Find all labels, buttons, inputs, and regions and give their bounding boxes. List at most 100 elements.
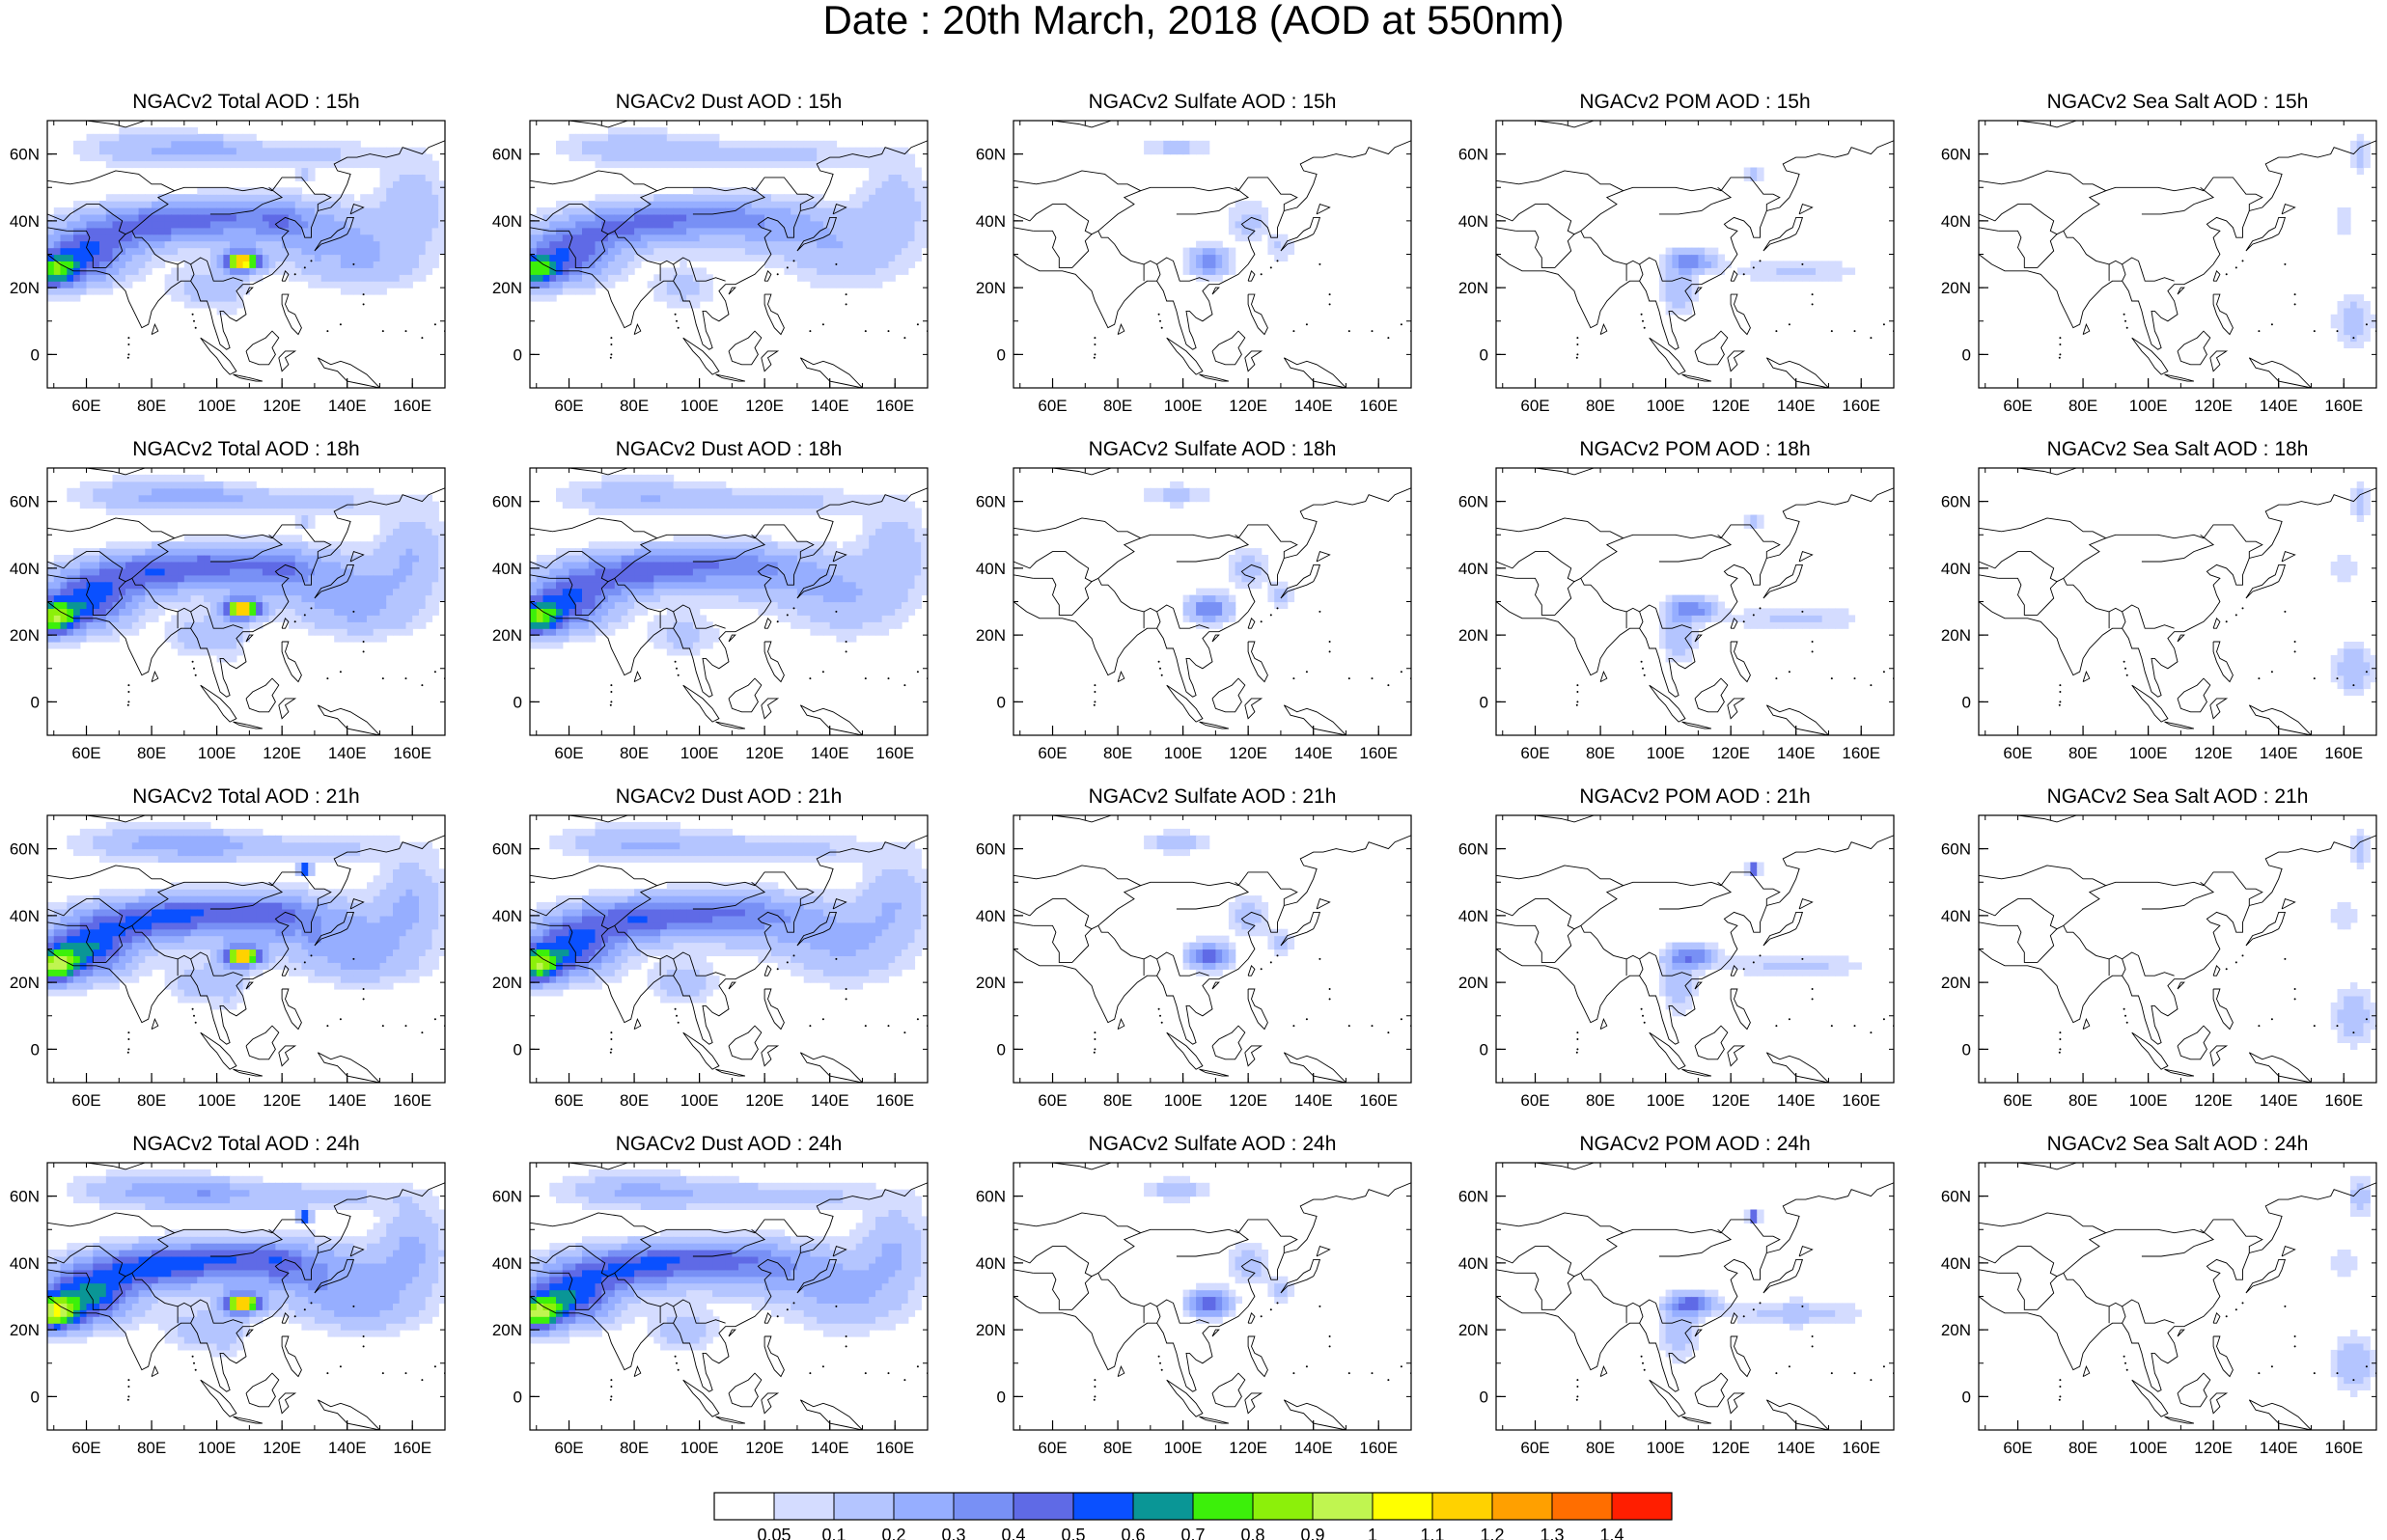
lon-tick-label: 100E xyxy=(198,744,236,762)
lon-tick-label: 60E xyxy=(2003,397,2032,415)
panel-title: NGACv2 Total AOD : 24h xyxy=(132,1133,359,1155)
lon-tick-label: 80E xyxy=(620,397,649,415)
panel-title: NGACv2 Sea Salt AOD : 21h xyxy=(2047,785,2309,808)
lon-tick-label: 80E xyxy=(620,1439,649,1457)
lon-tick-label: 160E xyxy=(2324,1439,2363,1457)
lat-tick-label: 60N xyxy=(1941,146,1971,164)
lon-tick-label: 140E xyxy=(811,1091,849,1110)
lat-tick-label: 60N xyxy=(492,1188,522,1206)
lat-tick-label: 0 xyxy=(31,345,40,364)
lon-tick-label: 160E xyxy=(1359,1439,1398,1457)
aod-field xyxy=(1979,1163,2376,1430)
lon-tick-label: 120E xyxy=(2194,744,2233,762)
lon-tick-label: 160E xyxy=(1359,397,1398,415)
lon-tick-label: 120E xyxy=(745,397,784,415)
lon-tick-label: 140E xyxy=(811,1439,849,1457)
panel-title: NGACv2 POM AOD : 21h xyxy=(1579,785,1810,808)
lat-tick-label: 20N xyxy=(1458,279,1488,297)
lat-tick-label: 0 xyxy=(1480,1388,1488,1406)
lon-tick-label: 160E xyxy=(1359,1091,1398,1110)
lat-tick-label: 60N xyxy=(492,493,522,511)
panel-title: NGACv2 Total AOD : 18h xyxy=(132,438,359,460)
lat-tick-label: 20N xyxy=(1941,974,1971,992)
lat-tick-label: 0 xyxy=(1480,693,1488,711)
coastline-outline xyxy=(1979,468,2376,735)
colorbar-label: 0.8 xyxy=(1240,1526,1264,1540)
lat-tick-label: 20N xyxy=(10,974,40,992)
lon-tick-label: 120E xyxy=(2194,397,2233,415)
colorbar-label: 1.1 xyxy=(1420,1526,1444,1540)
map-panel: NGACv2 Total AOD : 21h 60E 80E 100E 120E 140E… xyxy=(10,785,446,1110)
lon-tick-label: 140E xyxy=(328,397,367,415)
lon-tick-label: 100E xyxy=(1647,1091,1685,1110)
lon-tick-label: 100E xyxy=(680,397,719,415)
lon-tick-label: 60E xyxy=(71,744,100,762)
lat-tick-label: 40N xyxy=(1458,907,1488,925)
colorbar-label: 0.3 xyxy=(941,1526,965,1540)
colorbar-label: 0.05 xyxy=(757,1526,791,1540)
lon-tick-label: 160E xyxy=(1842,1091,1880,1110)
lat-tick-label: 20N xyxy=(10,279,40,297)
lat-tick-label: 0 xyxy=(997,1388,1006,1406)
colorbar-label: 0.1 xyxy=(821,1526,846,1540)
lat-tick-label: 40N xyxy=(10,212,40,231)
panel-frame xyxy=(1978,120,2377,389)
lon-tick-label: 160E xyxy=(2324,1091,2363,1110)
lon-tick-label: 120E xyxy=(263,1091,301,1110)
lat-tick-label: 0 xyxy=(31,1040,40,1059)
aod-field xyxy=(1013,1163,1411,1430)
lat-tick-label: 20N xyxy=(492,279,522,297)
coastline-outline xyxy=(1013,1163,1411,1430)
lon-tick-label: 160E xyxy=(875,1439,914,1457)
lon-tick-label: 60E xyxy=(1038,397,1067,415)
map-panel: NGACv2 Total AOD : 18h 60E 80E 100E 120E 140E… xyxy=(10,438,446,762)
lon-tick-label: 60E xyxy=(71,397,100,415)
lon-tick-label: 140E xyxy=(328,1439,367,1457)
panel-frame xyxy=(1978,467,2377,736)
coastline-outline xyxy=(530,468,928,735)
coastline-outline xyxy=(1496,1163,1894,1430)
map-panel: NGACv2 POM AOD : 21h 60E 80E 100E 120E 140E 16… xyxy=(1458,785,1895,1110)
map-panel: NGACv2 Sulfate AOD : 21h 60E 80E 100E 120E 14… xyxy=(976,785,1412,1110)
lon-tick-label: 140E xyxy=(811,744,849,762)
lon-tick-label: 140E xyxy=(1294,744,1333,762)
lon-tick-label: 120E xyxy=(1229,1439,1267,1457)
lon-tick-label: 60E xyxy=(554,1091,583,1110)
lon-tick-label: 120E xyxy=(263,1439,301,1457)
colorbar-label: 1.3 xyxy=(1540,1526,1564,1540)
panel-title: NGACv2 Sulfate AOD : 18h xyxy=(1089,438,1337,460)
lat-tick-label: 60N xyxy=(976,493,1006,511)
lat-tick-label: 60N xyxy=(1458,493,1488,511)
lon-tick-label: 80E xyxy=(2068,1091,2097,1110)
lat-tick-label: 60N xyxy=(976,146,1006,164)
lat-tick-label: 40N xyxy=(1941,1254,1971,1273)
lon-tick-label: 80E xyxy=(2068,397,2097,415)
lat-tick-label: 40N xyxy=(492,560,522,578)
lon-tick-label: 120E xyxy=(1711,1091,1750,1110)
map-panel: NGACv2 Sea Salt AOD : 24h 60E 80E 100E 120E 1… xyxy=(1941,1133,2377,1457)
figure-title: Date : 20th March, 2018 (AOD at 550nm) xyxy=(822,0,1565,42)
lon-tick-label: 80E xyxy=(620,1091,649,1110)
lat-tick-label: 20N xyxy=(1458,626,1488,645)
aod-field xyxy=(1979,468,2376,735)
lon-tick-label: 100E xyxy=(198,1439,236,1457)
lon-tick-label: 120E xyxy=(1229,1091,1267,1110)
lat-tick-label: 0 xyxy=(1962,345,1971,364)
lon-tick-label: 160E xyxy=(1359,744,1398,762)
lon-tick-label: 80E xyxy=(1103,1439,1132,1457)
aod-field xyxy=(530,815,928,1083)
lon-tick-label: 60E xyxy=(1520,1439,1549,1457)
lon-tick-label: 100E xyxy=(2129,744,2168,762)
map-panel: NGACv2 Sulfate AOD : 18h 60E 80E 100E 120E 14… xyxy=(976,438,1412,762)
lon-tick-label: 80E xyxy=(137,1091,166,1110)
lon-tick-label: 120E xyxy=(263,397,301,415)
lat-tick-label: 0 xyxy=(513,345,522,364)
lon-tick-label: 160E xyxy=(875,397,914,415)
lon-tick-label: 140E xyxy=(2260,397,2298,415)
panel-title: NGACv2 POM AOD : 18h xyxy=(1579,438,1810,460)
panel-title: NGACv2 POM AOD : 15h xyxy=(1579,91,1810,113)
lat-tick-label: 40N xyxy=(1458,560,1488,578)
coastline-outline xyxy=(1979,1163,2376,1430)
lat-tick-label: 20N xyxy=(492,1321,522,1339)
panel-title: NGACv2 Dust AOD : 21h xyxy=(616,785,843,808)
